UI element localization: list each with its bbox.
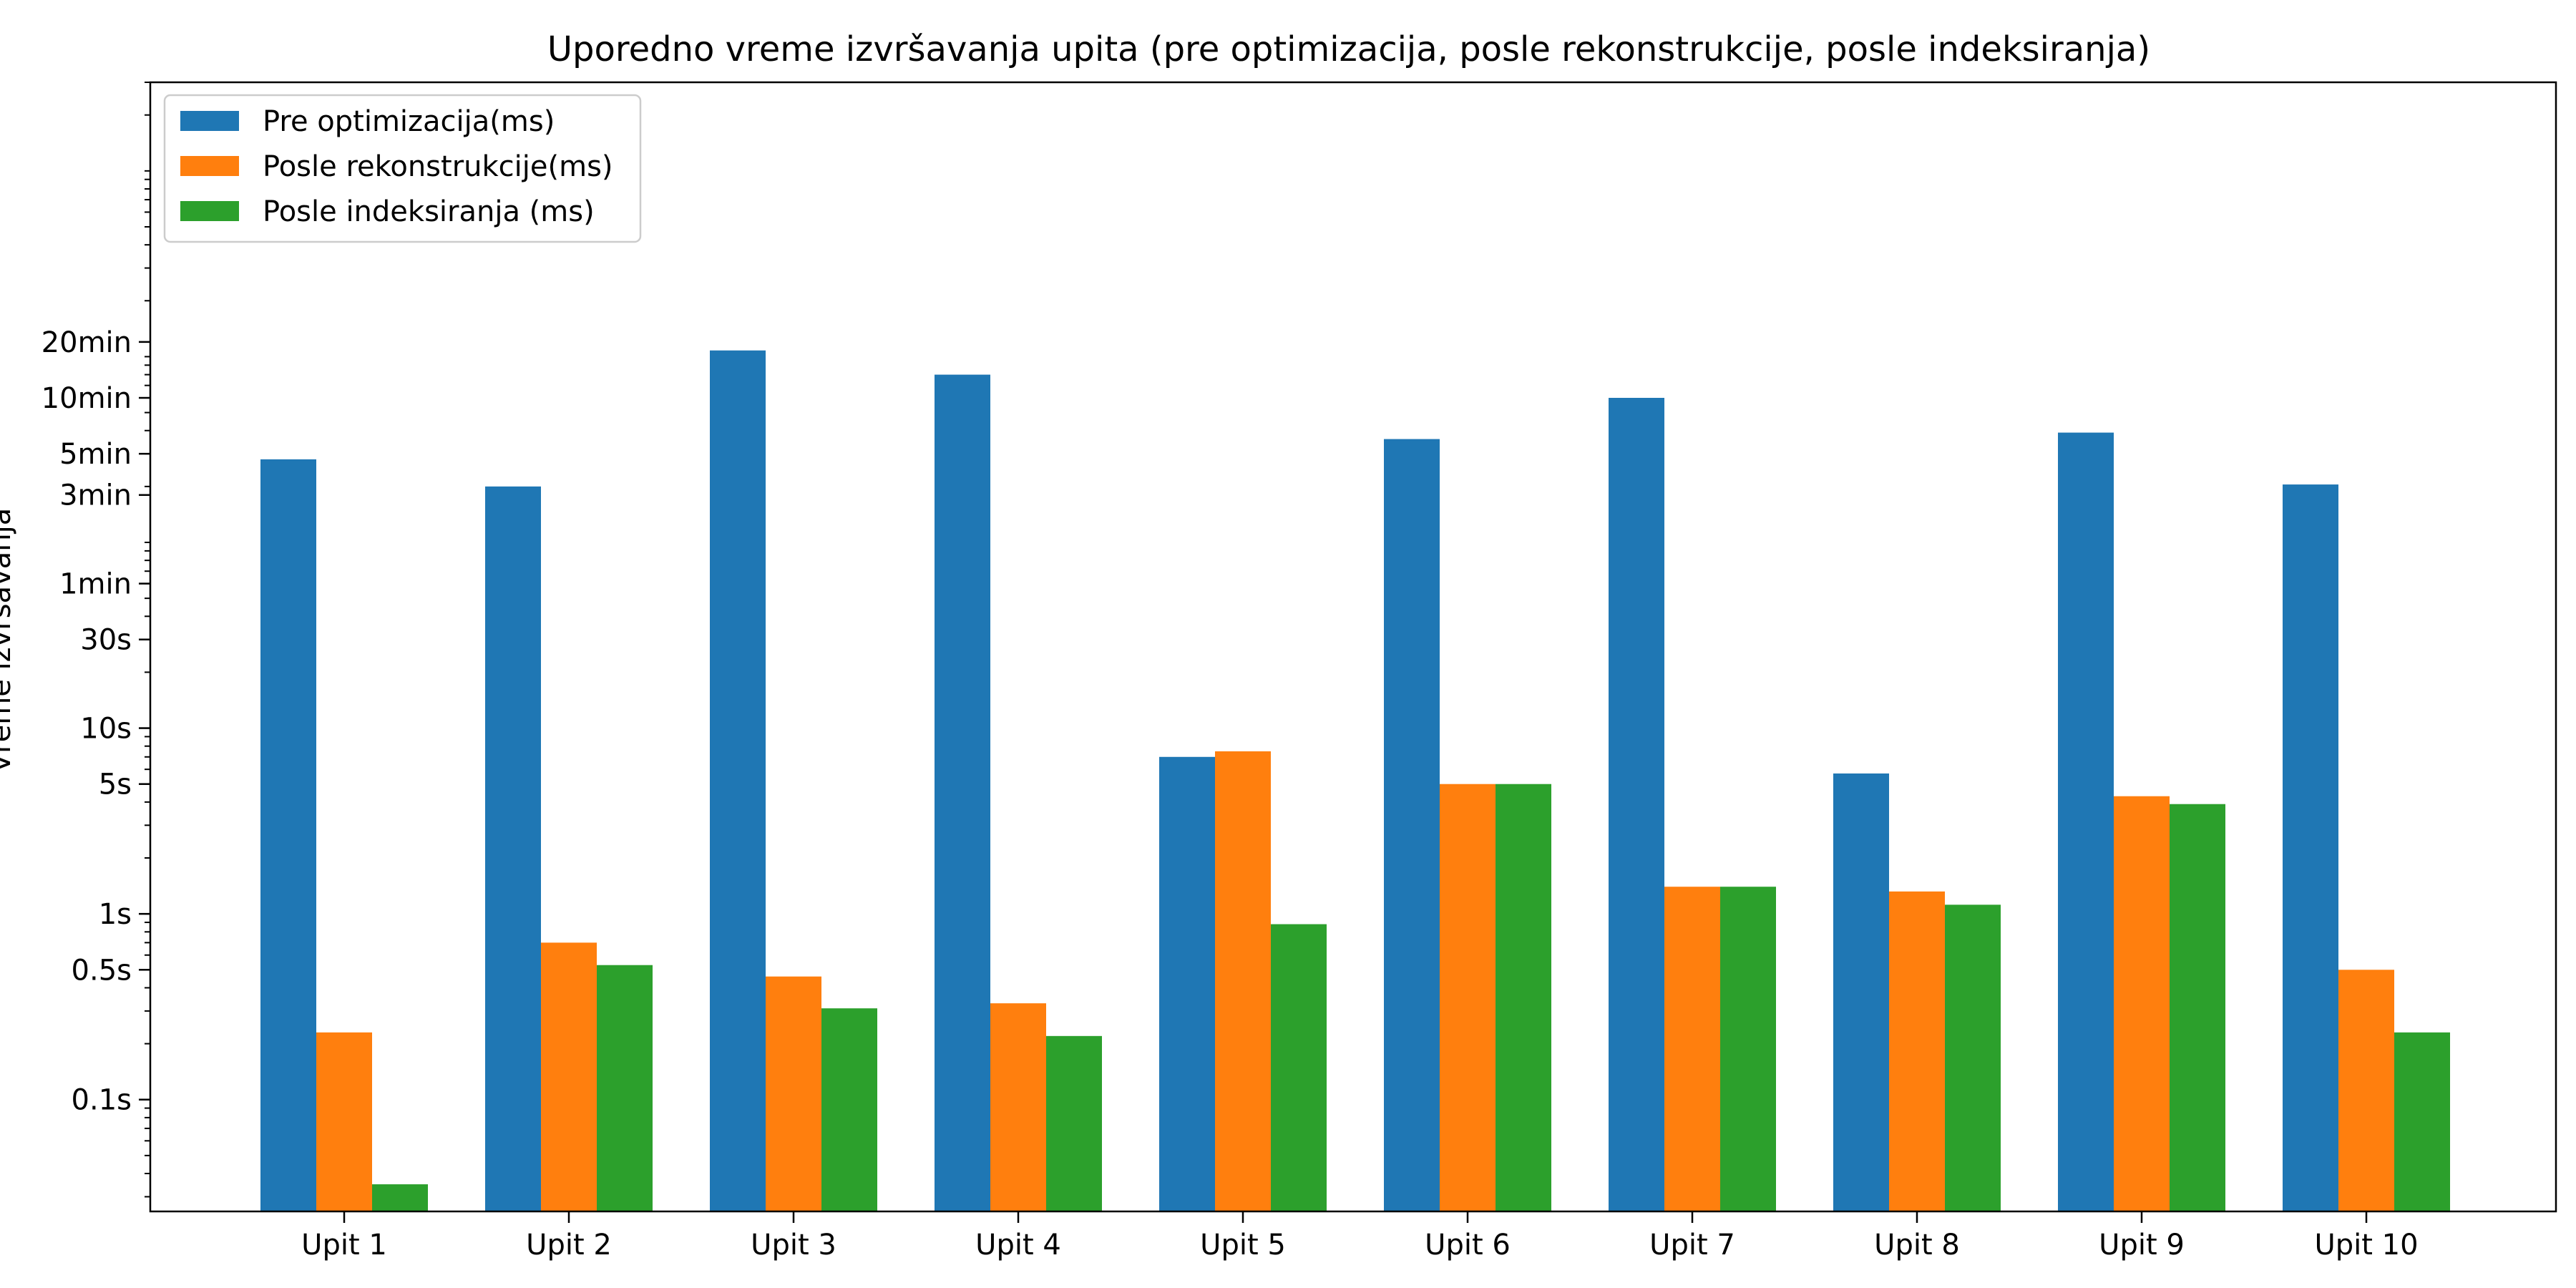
y-tick-label: 0.5s [72,954,132,987]
bar-rekonstrukcija-6 [1440,784,1496,1211]
legend-swatch [180,201,239,221]
bar-rekonstrukcija-1 [316,1032,372,1211]
legend-label: Posle rekonstrukcije(ms) [263,150,613,183]
bar-rekonstrukcija-7 [1664,887,1720,1211]
bar-pre-5 [1159,756,1215,1211]
bar-pre-2 [485,486,541,1211]
bar-rekonstrukcija-2 [541,942,597,1211]
y-tick-label: 5s [99,769,132,801]
x-tick-label: Upit 9 [2099,1229,2185,1262]
x-tick-label: Upit 2 [526,1229,612,1262]
bar-rekonstrukcija-10 [2338,970,2394,1211]
bar-pre-3 [710,350,766,1211]
bar-pre-10 [2283,484,2338,1211]
x-tick-label: Upit 3 [751,1229,836,1262]
bar-pre-4 [935,374,990,1211]
bar-rekonstrukcija-8 [1889,891,1945,1211]
bar-rekonstrukcija-4 [990,1003,1046,1211]
bar-pre-7 [1609,398,1664,1211]
legend-swatch [180,156,239,176]
bar-indeksiranje-7 [1720,887,1776,1211]
y-tick-label: 5min [59,438,132,471]
y-axis-label: Vreme izvršavanja [0,508,17,774]
bar-pre-9 [2058,432,2114,1212]
bar-indeksiranje-6 [1496,784,1551,1211]
y-tick-label: 3min [59,479,132,512]
bar-indeksiranje-2 [597,965,653,1211]
bar-indeksiranje-9 [2170,804,2225,1211]
x-tick-label: Upit 4 [975,1229,1061,1262]
x-tick-label: Upit 5 [1200,1229,1286,1262]
bar-rekonstrukcija-3 [766,976,821,1211]
legend-label: Posle indeksiranja (ms) [263,195,595,228]
y-tick-label: 0.1s [72,1084,132,1117]
x-tick-label: Upit 6 [1425,1229,1511,1262]
plot-area: 0.1s 0.5s 1s 5s 10s 30s 1min 3min 5min 10min 20min… [42,82,2450,1262]
bar-pre-1 [260,459,316,1212]
y-tick-label: 10s [80,713,132,746]
bar-indeksiranje-5 [1271,924,1327,1211]
bar-indeksiranje-4 [1046,1035,1102,1211]
x-tick-label: Upit 10 [2314,1229,2418,1262]
bar-indeksiranje-8 [1945,904,2001,1211]
y-tick-label: 1s [99,898,132,931]
bar-pre-6 [1384,439,1440,1211]
bar-indeksiranje-3 [821,1008,877,1211]
bar-indeksiranje-1 [372,1184,428,1211]
y-tick-label: 20min [42,326,132,359]
bar-rekonstrukcija-5 [1215,751,1271,1211]
bar-indeksiranje-10 [2394,1032,2450,1211]
y-tick-label: 30s [80,624,132,657]
legend-swatch [180,111,239,131]
chart-title: Uporedno vreme izvršavanja upita (pre op… [547,29,2150,69]
bar-pre-8 [1833,773,1889,1211]
legend-label: Pre optimizacija(ms) [263,105,555,138]
x-tick-label: Upit 8 [1874,1229,1960,1262]
x-tick-label: Upit 7 [1649,1229,1735,1262]
legend-box [163,94,642,243]
y-tick-label: 1min [59,568,132,601]
legend: Pre optimizacija(ms) Posle rekonstrukcije… [163,94,642,243]
y-tick-label: 10min [42,382,132,415]
axes-frame [149,81,2557,1213]
x-tick-label: Upit 1 [301,1229,387,1262]
bar-rekonstrukcija-9 [2114,796,2170,1211]
